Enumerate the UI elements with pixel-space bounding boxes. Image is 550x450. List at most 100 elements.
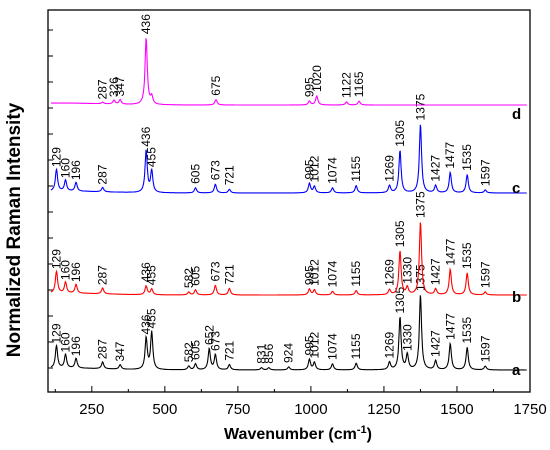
peak-label-a-287: 287 <box>96 339 110 359</box>
peak-label-d-1122: 1122 <box>339 72 353 98</box>
peak-label-a-856: 856 <box>262 343 276 363</box>
peak-label-a-1269: 1269 <box>383 331 397 358</box>
peak-label-a-582: 582 <box>182 342 196 362</box>
peak-label-c-1012: 1012 <box>307 155 321 182</box>
x-tick-label: 1000 <box>294 401 327 418</box>
peak-label-a-995: 995 <box>302 335 316 355</box>
peak-label-b-436: 436 <box>139 262 153 282</box>
peak-label-c-1375: 1375 <box>413 93 427 120</box>
peak-label-c-1535: 1535 <box>460 144 474 171</box>
peak-label-a-1535: 1535 <box>460 316 474 343</box>
series-letter-d: d <box>512 106 521 123</box>
peak-label-a-436: 436 <box>139 314 153 334</box>
peak-label-b-455: 455 <box>145 265 159 285</box>
peak-label-d-287: 287 <box>96 79 110 99</box>
peak-label-a-605: 605 <box>189 340 203 360</box>
x-tick-label: 250 <box>79 401 104 418</box>
peak-label-a-1597: 1597 <box>478 335 492 362</box>
x-axis-label-superscript: -1 <box>357 424 367 436</box>
peak-label-b-287: 287 <box>96 265 110 285</box>
peak-label-b-1535: 1535 <box>460 242 474 269</box>
peak-label-a-924: 924 <box>282 343 296 363</box>
peak-label-a-455: 455 <box>145 308 159 328</box>
peak-label-a-1477: 1477 <box>443 313 457 340</box>
series-letter-a: a <box>512 362 521 379</box>
x-tick-label: 500 <box>152 401 177 418</box>
peak-label-a-1330: 1330 <box>400 324 414 351</box>
peak-label-c-605: 605 <box>188 164 202 184</box>
peak-label-b-1427: 1427 <box>429 258 443 285</box>
peak-label-d-347: 347 <box>113 76 127 96</box>
peak-label-d-436: 436 <box>139 14 153 34</box>
peak-label-a-129: 129 <box>50 323 64 343</box>
peak-label-b-1305: 1305 <box>393 220 407 247</box>
peak-label-c-1305: 1305 <box>393 120 407 147</box>
peak-label-a-1427: 1427 <box>429 330 443 357</box>
x-tick-label: 1250 <box>367 401 400 418</box>
peak-label-d-326: 326 <box>107 77 121 97</box>
peak-label-b-721: 721 <box>222 264 236 284</box>
peak-label-a-1305: 1305 <box>393 286 407 313</box>
x-axis-label: Wavenumber (cm-1) <box>224 424 372 443</box>
y-axis-label: Normalized Raman Intensity <box>4 102 25 357</box>
peak-label-c-1269: 1269 <box>383 155 397 182</box>
peak-label-b-582: 582 <box>182 268 196 288</box>
peak-label-b-196: 196 <box>69 262 83 282</box>
peak-label-b-1012: 1012 <box>307 259 321 286</box>
peak-label-c-1427: 1427 <box>429 155 443 182</box>
peak-label-b-1375: 1375 <box>414 191 428 218</box>
peak-label-a-1155: 1155 <box>349 333 363 359</box>
peak-label-c-1155: 1155 <box>349 156 363 182</box>
peak-label-c-1074: 1074 <box>325 157 339 184</box>
peak-label-d-675: 675 <box>209 75 223 95</box>
peak-label-b-995: 995 <box>302 265 316 285</box>
peak-label-b-1597: 1597 <box>478 261 492 288</box>
peak-label-a-673: 673 <box>208 331 222 351</box>
peak-label-a-1375: 1375 <box>414 264 428 291</box>
series-line-c <box>50 124 527 194</box>
peak-label-d-1165: 1165 <box>352 71 366 97</box>
peak-label-a-1074: 1074 <box>326 333 340 360</box>
peak-label-b-160: 160 <box>58 260 72 280</box>
peak-label-c-995: 995 <box>302 159 316 179</box>
series-letter-b: b <box>512 289 521 306</box>
peak-label-a-721: 721 <box>222 340 236 360</box>
peak-label-c-721: 721 <box>222 165 236 185</box>
peak-label-c-160: 160 <box>58 158 72 178</box>
peak-label-d-1020: 1020 <box>310 65 324 92</box>
series-line-a <box>50 295 527 371</box>
peak-label-d-995: 995 <box>302 77 316 97</box>
peak-label-c-1477: 1477 <box>443 142 457 169</box>
x-tick-label: 1750 <box>513 401 546 418</box>
peak-label-c-455: 455 <box>145 147 159 167</box>
peak-label-a-652: 652 <box>202 325 216 345</box>
peak-label-b-1074: 1074 <box>325 260 339 287</box>
series-line-d <box>50 38 527 106</box>
peak-label-b-673: 673 <box>208 261 222 281</box>
peak-label-c-673: 673 <box>208 160 222 180</box>
peak-label-b-1155: 1155 <box>349 260 363 286</box>
peak-label-c-287: 287 <box>96 164 110 184</box>
peak-label-a-347: 347 <box>113 341 127 361</box>
peak-label-a-831: 831 <box>254 343 268 363</box>
x-tick-label: 1500 <box>440 401 473 418</box>
peak-label-b-1477: 1477 <box>443 238 457 265</box>
x-axis-label-main: Wavenumber (cm <box>224 426 357 443</box>
peak-label-b-1330: 1330 <box>400 257 414 284</box>
series-line-b <box>50 222 527 296</box>
peak-label-b-1269: 1269 <box>382 259 396 286</box>
peak-label-a-1012: 1012 <box>307 331 321 358</box>
peak-label-b-605: 605 <box>188 266 202 286</box>
peak-label-c-196: 196 <box>69 160 83 180</box>
peak-label-a-160: 160 <box>59 332 73 352</box>
peak-label-c-1597: 1597 <box>478 159 492 186</box>
peak-label-c-436: 436 <box>139 126 153 146</box>
x-axis-label-suffix: ) <box>367 426 372 443</box>
plot-frame <box>47 9 531 393</box>
peak-label-b-129: 129 <box>50 249 64 269</box>
peak-label-a-196: 196 <box>69 336 83 356</box>
peak-label-c-129: 129 <box>50 147 64 167</box>
x-tick-label: 750 <box>225 401 250 418</box>
